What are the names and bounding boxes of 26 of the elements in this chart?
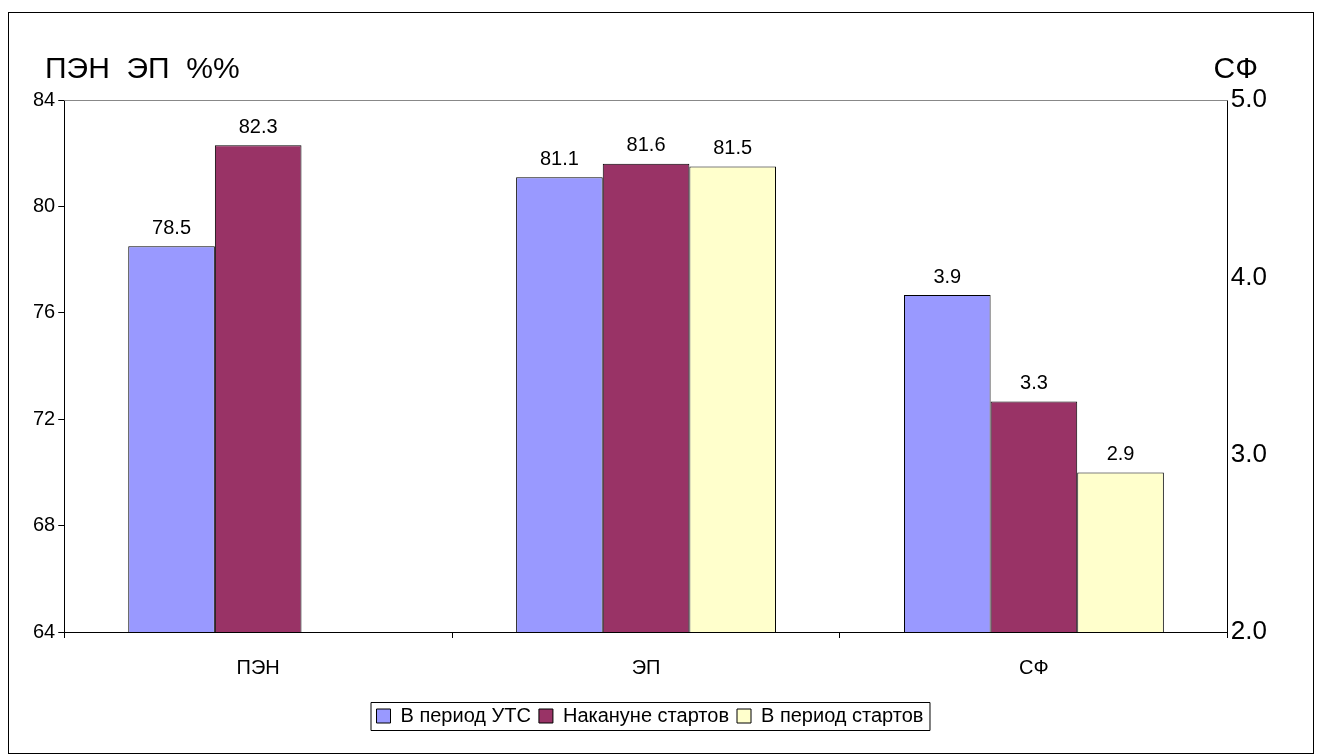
y-tick-label: 84 xyxy=(33,87,56,110)
y2-axis-title: СФ xyxy=(1213,51,1258,84)
x-tick-label: ПЭН xyxy=(236,655,280,678)
legend-label: Накануне стартов xyxy=(562,703,730,726)
data-label: 3.9 xyxy=(933,264,962,287)
y2-tick-label: 3.0 xyxy=(1230,437,1268,468)
data-label: 81.6 xyxy=(626,133,666,156)
y-axis-title: ПЭН ЭП %% xyxy=(45,51,240,84)
x-tick-label: ЭП xyxy=(631,655,661,678)
y-tick-label: 76 xyxy=(33,300,56,323)
data-label: 78.5 xyxy=(152,215,192,238)
y-tick-label: 64 xyxy=(33,619,56,642)
y-tick-label: 72 xyxy=(33,406,56,429)
y2-tick-label: 2.0 xyxy=(1230,615,1268,646)
data-label: 81.5 xyxy=(713,136,753,159)
legend-label: В период УТС xyxy=(400,703,531,726)
y2-tick-label: 4.0 xyxy=(1230,260,1268,291)
legend-label: В период стартов xyxy=(761,703,924,726)
data-label: 3.3 xyxy=(1020,370,1048,393)
y2-tick-label: 5.0 xyxy=(1230,83,1268,114)
x-tick-label: СФ xyxy=(1019,655,1049,678)
y-tick-label: 68 xyxy=(33,513,56,536)
data-label: 82.3 xyxy=(238,114,278,137)
data-label: 81.1 xyxy=(539,146,579,169)
y-tick-label: 80 xyxy=(33,193,56,216)
data-label: 2.9 xyxy=(1106,441,1135,464)
